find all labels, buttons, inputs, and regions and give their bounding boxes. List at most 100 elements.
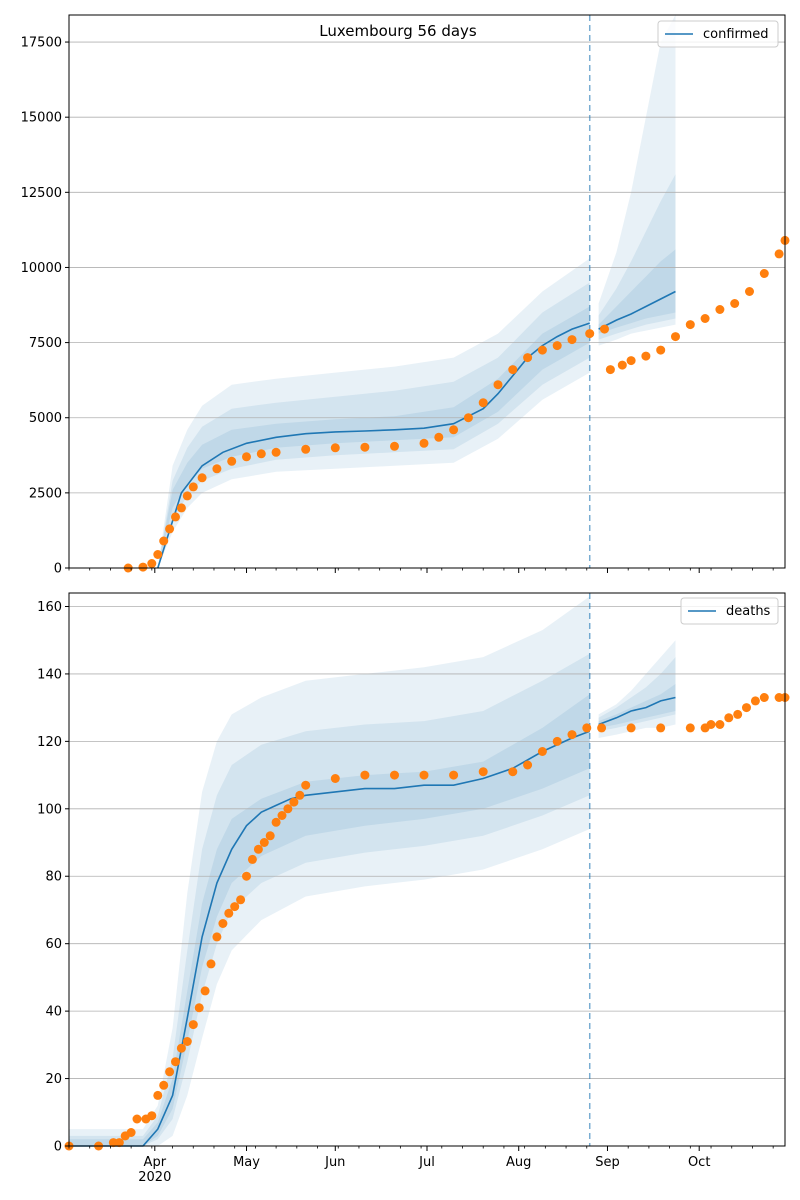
deaths-model-line (69, 730, 590, 1147)
confirmed-observed-point (552, 341, 562, 351)
confirmed-observed-point (715, 305, 725, 314)
deaths-observed-point (478, 767, 488, 777)
confirmed-observed-point (478, 398, 488, 408)
deaths-observed-point (247, 854, 257, 864)
confirmed-observed-point (449, 425, 459, 435)
confirmed-ytick-label: 5000 (29, 411, 62, 426)
deaths-observed-point (253, 844, 263, 854)
deaths-observed-point (200, 986, 210, 996)
confirmed-forecast-band-2 (598, 174, 676, 340)
deaths-observed-point (265, 831, 275, 841)
deaths-observed-point (165, 1067, 175, 1077)
confirmed-fit-band-1 (157, 258, 590, 568)
deaths-xtick-label: May (233, 1155, 260, 1170)
confirmed-observed-point (138, 562, 148, 572)
deaths-xtick-label: 2020 (138, 1170, 171, 1185)
confirmed-observed-point (537, 345, 547, 355)
deaths-forecast-line (598, 696, 676, 726)
confirmed-observed-point (585, 329, 595, 339)
confirmed-uncertainty-bands (157, 15, 676, 568)
confirmed-observed-point (700, 314, 710, 323)
deaths-observed-point (419, 770, 429, 780)
confirmed-observed-point (434, 432, 444, 442)
deaths-observed-point (132, 1114, 142, 1124)
confirmed-forecast-line (598, 290, 676, 330)
confirmed-observed-point (330, 443, 340, 453)
confirmed-observed-point (463, 413, 473, 423)
confirmed-observed-point (419, 438, 429, 448)
deaths-observed-point (508, 767, 518, 777)
confirmed-observed-point (685, 320, 695, 330)
deaths-observed-point (715, 720, 725, 729)
deaths-ytick-label: 20 (45, 1072, 62, 1087)
deaths-observed-point (283, 804, 293, 814)
deaths-observed-point (289, 797, 299, 807)
deaths-observed-point (206, 959, 216, 969)
deaths-observed-point (733, 709, 743, 719)
confirmed-ytick-label: 12500 (21, 186, 62, 201)
confirmed-legend-label: confirmed (703, 27, 769, 42)
deaths-observed-point (360, 770, 370, 780)
confirmed-observed-point (153, 550, 163, 559)
deaths-observed-point (597, 723, 607, 733)
deaths-observed-point (218, 919, 228, 928)
deaths-y-ticks: 0 20 40 60 80 100 120 140 160 (37, 600, 69, 1155)
deaths-ytick-label: 120 (37, 735, 62, 750)
deaths-observed-point (182, 1037, 192, 1046)
deaths-observed-point (259, 838, 269, 847)
confirmed-observed-point (671, 332, 680, 342)
deaths-ytick-label: 100 (37, 802, 62, 817)
deaths-gridlines (69, 606, 785, 1147)
confirmed-observed-point (567, 335, 577, 345)
deaths-observed-point (449, 770, 459, 780)
deaths-observed-point (212, 932, 222, 942)
deaths-ytick-label: 40 (45, 1005, 62, 1020)
deaths-observed-point (236, 895, 246, 905)
confirmed-observed-point (197, 473, 207, 483)
confirmed-observed-point (656, 345, 666, 355)
deaths-observed-point (626, 723, 636, 733)
confirmed-observed-point (271, 447, 281, 457)
deaths-xtick-label: Apr (144, 1155, 167, 1170)
confirmed-fit-band-3 (157, 306, 590, 568)
confirmed-observed-point (523, 353, 533, 363)
confirmed-observed-point (159, 536, 169, 546)
deaths-ytick-label: 80 (45, 870, 62, 885)
confirmed-observed-point (212, 464, 222, 474)
confirmed-observed-point (617, 360, 627, 370)
deaths-observed-point (171, 1057, 180, 1067)
deaths-fit-band-3 (69, 694, 590, 1146)
confirmed-observed-point (256, 449, 266, 459)
deaths-xtick-label: Oct (688, 1155, 710, 1170)
deaths-ytick-label: 60 (45, 937, 62, 952)
deaths-observed-point (552, 736, 562, 746)
deaths-observed-point (295, 790, 305, 800)
deaths-observed-point (159, 1080, 169, 1090)
deaths-observed-point (147, 1111, 157, 1121)
deaths-ytick-label: 160 (37, 600, 62, 615)
deaths-observed-point (685, 723, 695, 733)
deaths-observed-point (301, 780, 311, 790)
deaths-xtick-label: Sep (595, 1155, 620, 1170)
confirmed-legend: confirmed (657, 20, 779, 48)
deaths-observed-point (390, 770, 399, 780)
deaths-forecast-band-2 (598, 657, 676, 732)
deaths-legend: deaths (680, 597, 779, 625)
confirmed-observed-point (360, 442, 370, 452)
deaths-ytick-label: 140 (37, 667, 62, 682)
confirmed-observed-point (227, 456, 237, 466)
deaths-observed-point (523, 760, 533, 770)
confirmed-observed-point (147, 559, 157, 568)
confirmed-legend-box (657, 20, 779, 48)
deaths-observed-point (126, 1128, 136, 1137)
confirmed-observed-point (301, 444, 311, 454)
confirmed-ytick-label: 7500 (29, 336, 62, 351)
deaths-xtick-label: Jul (418, 1155, 435, 1170)
chart-title: Luxembourg 56 days (319, 22, 477, 40)
deaths-observed-point (188, 1020, 198, 1030)
deaths-observed-point (706, 720, 716, 729)
confirmed-observed-point (493, 380, 503, 390)
confirmed-observed-point (745, 287, 754, 296)
